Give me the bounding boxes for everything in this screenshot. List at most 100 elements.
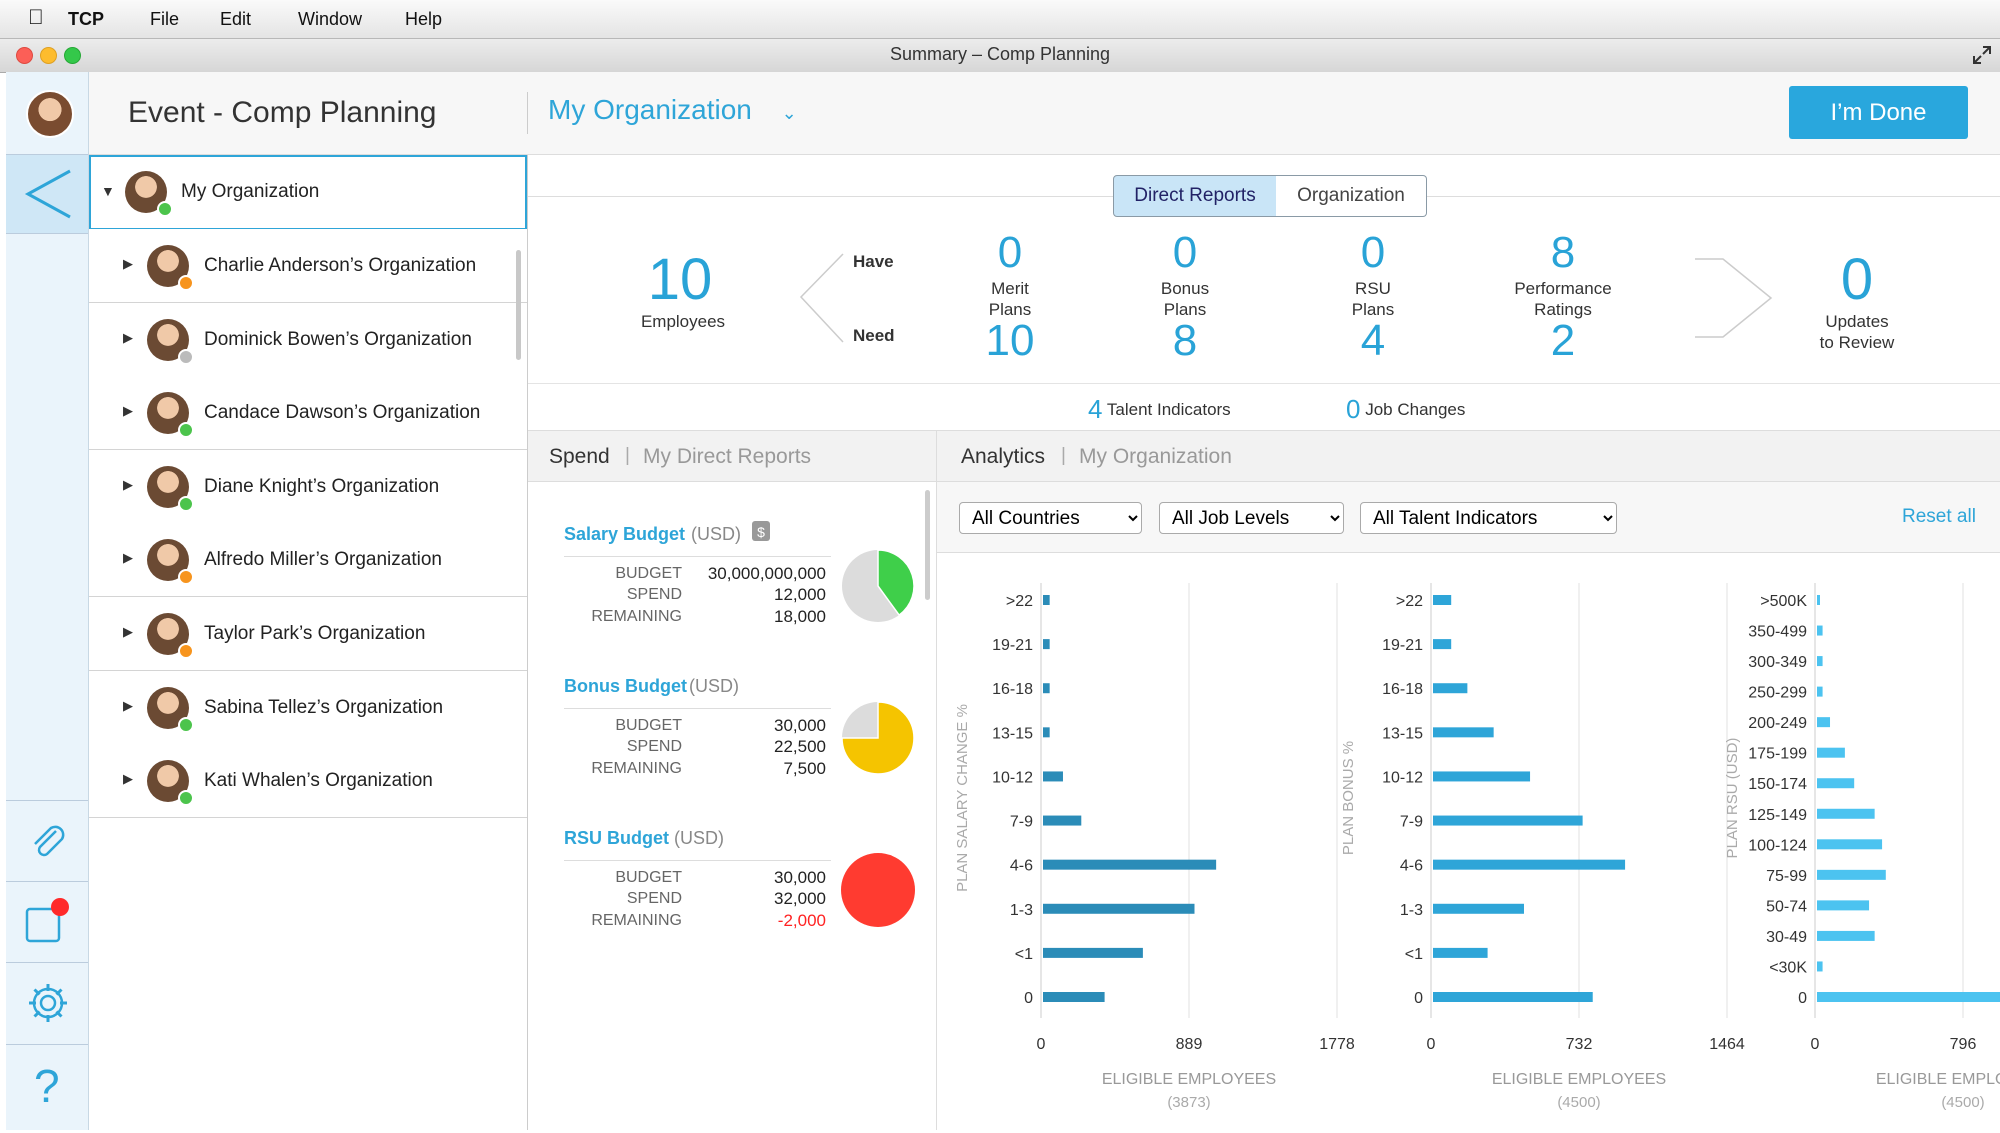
currency-lock-icon[interactable]: $ — [752, 521, 770, 541]
notifications-cell[interactable] — [6, 881, 88, 963]
bonus-metric: 0 Bonus Plans 8 — [1125, 228, 1245, 366]
bar — [1043, 992, 1105, 1002]
org-list-scrollbar[interactable] — [516, 250, 521, 360]
expanded-triangle-icon[interactable]: ▼ — [101, 183, 115, 199]
category-label: 10-12 — [992, 769, 1033, 786]
x-tick-label: 0 — [1427, 1036, 1436, 1053]
zoom-window-button[interactable] — [64, 47, 81, 64]
spend-scrollbar[interactable] — [925, 490, 930, 600]
category-label: <30K — [1769, 959, 1807, 976]
category-label: 10-12 — [1382, 769, 1423, 786]
paperclip-icon[interactable] — [26, 819, 70, 863]
ratings-need: 2 — [1550, 316, 1576, 365]
x-tick-label: 732 — [1566, 1036, 1593, 1053]
done-button[interactable]: I’m Done — [1789, 86, 1968, 139]
category-label: 19-21 — [992, 637, 1033, 654]
org-row[interactable]: ▶ Alfredo Miller’s Organization — [89, 523, 527, 598]
org-row[interactable]: ▶ Kati Whalen’s Organization — [89, 744, 527, 819]
budget-name: Salary Budget — [564, 524, 686, 544]
country-filter[interactable]: All Countries — [959, 502, 1142, 534]
remaining-key: REMAINING — [591, 912, 682, 929]
collapsed-triangle-icon[interactable]: ▶ — [123, 624, 133, 639]
reset-all-link[interactable]: Reset all — [1902, 506, 1976, 527]
talent-filter[interactable]: All Talent Indicators — [1360, 502, 1617, 534]
menu-window[interactable]: Window — [298, 9, 363, 29]
app-menu[interactable]: TCP — [68, 9, 104, 29]
ratings-metric: 8 Performance Ratings 2 — [1493, 228, 1633, 366]
org-root-label: My Organization — [181, 181, 320, 202]
bar — [1043, 859, 1217, 870]
menu-edit[interactable]: Edit — [220, 9, 252, 29]
gear-icon[interactable] — [26, 981, 70, 1025]
notification-icon[interactable] — [22, 895, 74, 947]
fullscreen-icon[interactable] — [1972, 45, 1992, 65]
talent-indicators[interactable]: 4 Talent Indicators — [1088, 394, 1231, 425]
merit-need: 10 — [985, 316, 1035, 365]
job-changes[interactable]: 0 Job Changes — [1346, 394, 1465, 425]
minimize-window-button[interactable] — [40, 47, 57, 64]
org-row-label: Candace Dawson’s Organization — [204, 402, 481, 424]
org-root-row[interactable]: ▼ My Organization — [89, 155, 527, 230]
settings-cell[interactable] — [6, 963, 88, 1045]
x-tick-label: 1464 — [1709, 1036, 1745, 1053]
org-row[interactable]: ▶ Charlie Anderson’s Organization — [89, 229, 527, 303]
budget-name: Bonus Budget — [564, 676, 687, 696]
y-axis-label: PLAN RSU (USD) — [1724, 738, 1741, 859]
rsu-label-2: Plans — [1351, 300, 1395, 319]
category-label: 19-21 — [1382, 637, 1423, 654]
collapsed-triangle-icon[interactable]: ▶ — [123, 256, 133, 271]
org-row[interactable]: ▶ Diane Knight’s Organization — [89, 449, 527, 524]
analytics-charts: >22 19-21 16-18 13-15 10-12 7-9 4-6 1-3 <1 0 0 889 1… — [954, 583, 2000, 1111]
collapsed-triangle-icon[interactable]: ▶ — [123, 550, 133, 566]
job-level-filter[interactable]: All Job Levels — [1159, 502, 1344, 534]
collapsed-triangle-icon[interactable]: ▶ — [123, 476, 133, 492]
org-row[interactable]: ▶ Dominick Bowen’s Organization — [89, 302, 527, 377]
org-row[interactable]: ▶ Candace Dawson’s Organization — [89, 376, 527, 451]
org-row-label: Charlie Anderson’s Organization — [204, 255, 477, 276]
window-title: Summary – Comp Planning — [889, 44, 1111, 64]
org-row[interactable]: ▶ Sabina Tellez’s Organization — [89, 670, 527, 745]
merit-label-1: Merit — [991, 279, 1029, 298]
collapsed-triangle-icon[interactable]: ▶ — [123, 329, 133, 345]
bar — [1043, 639, 1050, 650]
bar — [1433, 859, 1626, 870]
attachment-cell[interactable] — [6, 800, 88, 882]
updates-count[interactable]: 0 — [1840, 247, 1874, 312]
bar — [1433, 639, 1452, 650]
collapsed-triangle-icon[interactable]: ▶ — [123, 403, 133, 419]
updates-label-1: Updates — [1825, 312, 1889, 331]
back-nav-cell[interactable] — [6, 155, 88, 234]
budget-pie-chart — [841, 701, 915, 775]
close-window-button[interactable] — [16, 47, 33, 64]
help-cell[interactable]: ? — [6, 1045, 88, 1130]
status-dot — [178, 348, 194, 365]
help-icon[interactable]: ? — [34, 1060, 60, 1112]
tab-organization[interactable]: Organization — [1276, 175, 1427, 217]
budget-value: 30,000 — [774, 868, 826, 887]
bar — [1433, 595, 1452, 605]
apple-icon[interactable]:  — [28, 6, 44, 30]
spend-key: SPEND — [626, 890, 682, 907]
category-label: 175-199 — [1748, 746, 1807, 763]
budget-name: RSU Budget — [564, 828, 669, 848]
menu-file[interactable]: File — [150, 9, 180, 29]
bar — [1817, 900, 1870, 911]
budget-value: 30,000,000,000 — [707, 564, 826, 583]
y-axis-label: PLAN BONUS % — [1340, 741, 1357, 855]
collapsed-triangle-icon[interactable]: ▶ — [123, 697, 133, 713]
back-chevron-icon[interactable] — [22, 167, 74, 221]
tab-direct-reports[interactable]: Direct Reports — [1113, 175, 1277, 217]
merit-metric: 0 Merit Plans 10 — [950, 228, 1070, 366]
org-selector[interactable]: My Organization ⌄ — [548, 94, 797, 126]
category-label: 4-6 — [1400, 858, 1423, 875]
rail-avatar-cell — [6, 72, 88, 155]
status-dot — [178, 716, 194, 733]
spend-divider: | — [625, 445, 630, 466]
menu-help[interactable]: Help — [405, 9, 443, 29]
bar — [1043, 771, 1063, 782]
collapsed-triangle-icon[interactable]: ▶ — [123, 771, 133, 787]
org-row[interactable]: ▶ Taylor Park’s Organization — [89, 597, 527, 671]
ratings-label-1: Performance — [1514, 279, 1612, 298]
bar — [1433, 771, 1531, 782]
user-avatar[interactable] — [26, 90, 74, 138]
